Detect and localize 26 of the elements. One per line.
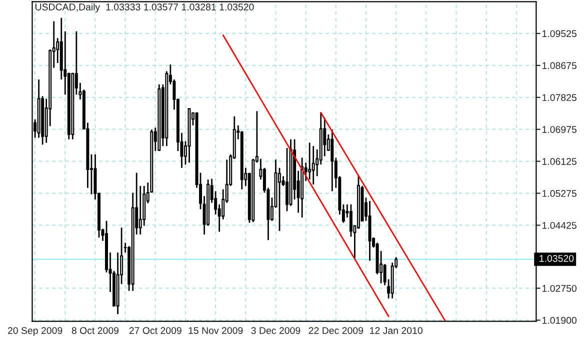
x-tick-label: 12 Jan 2010 [370,327,422,334]
x-tick-label: 3 Dec 2009 [251,327,300,334]
candlestick [312,145,315,186]
candlestick [286,147,289,212]
y-tick-label: 1.08675 [542,62,576,70]
y-tick-label: 1.07825 [542,94,576,102]
y-tick-label: 1.02750 [542,284,577,292]
x-tick-label: 8 Oct 2009 [72,327,119,334]
y-tick-label: 1.01900 [542,316,577,324]
candlestick [308,142,312,180]
y-tick-label: 1.06975 [542,126,576,133]
candlestick [330,128,334,192]
candlestick [323,117,326,157]
ref-line-label: 1.03520 [540,254,574,262]
candlestick [349,204,352,238]
y-tick-label: 1.09525 [542,30,576,38]
y-tick-label: 1.05275 [542,190,576,197]
chart-title: USDCAD,Daily 1.03333 1.03577 1.03281 1.03520 [36,3,254,12]
y-tick-label: 1.06125 [542,158,576,165]
y-tick-label: 1.04425 [542,222,576,229]
x-tick-label: 15 Nov 2009 [188,327,243,334]
x-tick-label: 22 Dec 2009 [308,327,364,334]
x-tick-label: 20 Sep 2009 [8,327,62,336]
x-tick-label: 27 Oct 2009 [129,327,182,334]
candlestick [278,167,282,232]
candlestick [138,185,142,236]
